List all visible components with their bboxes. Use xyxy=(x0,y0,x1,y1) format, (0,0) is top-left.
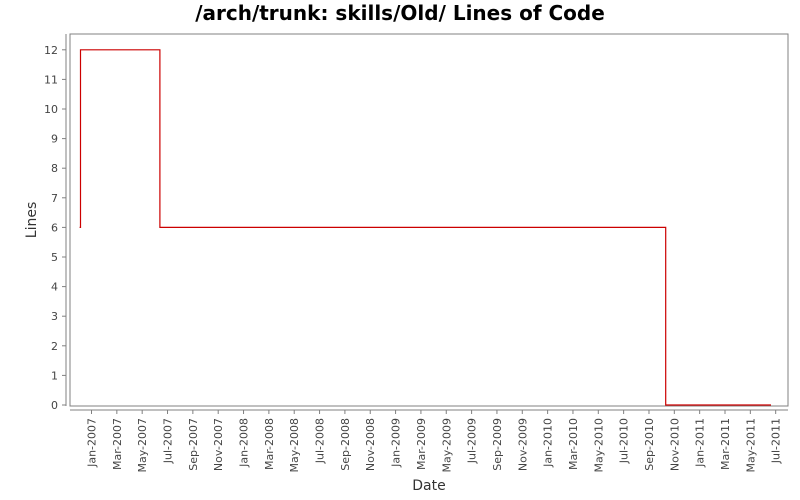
x-tick-label: Jul-2010 xyxy=(618,418,631,464)
x-tick-label: Jan-2007 xyxy=(86,418,99,468)
x-tick-label: Nov-2008 xyxy=(364,418,377,471)
x-tick-label: Jan-2009 xyxy=(390,418,403,468)
x-tick-label: Mar-2010 xyxy=(567,418,580,470)
x-tick-label: Jul-2009 xyxy=(466,418,479,464)
x-tick-label: Sep-2010 xyxy=(643,418,656,471)
y-tick-label: 1 xyxy=(51,369,58,382)
y-tick-label: 6 xyxy=(51,221,58,234)
y-tick-label: 0 xyxy=(51,399,58,412)
x-tick-label: Mar-2011 xyxy=(719,418,732,470)
plot-area xyxy=(69,33,789,407)
x-tick-label: May-2008 xyxy=(288,418,301,473)
y-tick-label: 10 xyxy=(44,103,58,116)
x-tick-label: Sep-2009 xyxy=(491,418,504,471)
x-tick-label: Mar-2008 xyxy=(263,418,276,470)
x-tick-label: Jan-2011 xyxy=(694,418,707,468)
x-axis-label: Date xyxy=(412,478,445,494)
y-tick-label: 11 xyxy=(44,73,58,86)
y-tick-label: 2 xyxy=(51,340,58,353)
x-tick-label: Nov-2007 xyxy=(212,418,225,471)
x-tick-label: May-2009 xyxy=(440,418,453,473)
x-tick-label: Sep-2008 xyxy=(339,418,352,471)
x-tick-label: Nov-2010 xyxy=(668,418,681,471)
x-tick-label: Jul-2011 xyxy=(770,418,783,464)
series-line xyxy=(79,49,771,406)
y-tick-label: 7 xyxy=(51,192,58,205)
x-tick-label: Jan-2010 xyxy=(542,418,555,468)
chart-title: /arch/trunk: skills/Old/ Lines of Code xyxy=(195,1,605,25)
x-tick-label: Sep-2007 xyxy=(187,418,200,471)
y-tick-label: 5 xyxy=(51,251,58,264)
y-tick-label: 3 xyxy=(51,310,58,323)
y-tick-label: 8 xyxy=(51,162,58,175)
y-tick-label: 12 xyxy=(44,44,58,57)
x-tick-label: May-2010 xyxy=(592,418,605,473)
x-tick-label: Mar-2007 xyxy=(111,418,124,470)
y-tick-label: 9 xyxy=(51,133,58,146)
y-tick-label: 4 xyxy=(51,281,58,294)
x-tick-label: May-2011 xyxy=(744,418,757,473)
x-tick-label: Mar-2009 xyxy=(415,418,428,470)
x-tick-label: May-2007 xyxy=(136,418,149,473)
x-tick-label: Jan-2008 xyxy=(238,418,251,468)
x-tick-label: Nov-2009 xyxy=(516,418,529,471)
y-axis-label: Lines xyxy=(24,202,40,238)
x-tick-label: Jul-2007 xyxy=(162,418,175,464)
x-tick-label: Jul-2008 xyxy=(314,418,327,464)
